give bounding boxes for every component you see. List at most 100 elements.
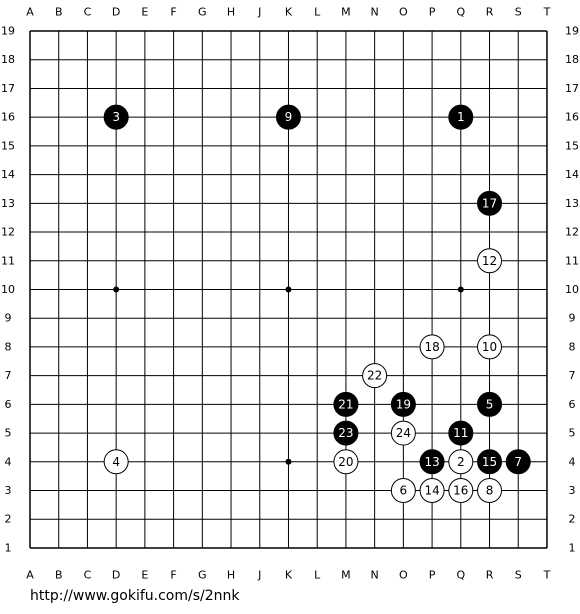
move-number: 23 xyxy=(338,426,353,440)
stone xyxy=(477,478,503,504)
stone xyxy=(477,190,503,216)
row-label: 19 xyxy=(565,25,579,38)
stone xyxy=(275,104,301,130)
column-label: L xyxy=(314,569,321,582)
column-label: J xyxy=(257,6,261,19)
star-point xyxy=(285,286,292,293)
column-label: N xyxy=(371,6,379,19)
column-label: H xyxy=(227,569,235,582)
move-number: 15 xyxy=(482,455,497,469)
column-label: B xyxy=(55,569,63,582)
row-label: 8 xyxy=(5,340,12,353)
row-label: 10 xyxy=(1,283,15,296)
column-label: C xyxy=(84,6,92,19)
stone xyxy=(419,449,445,475)
row-label: 17 xyxy=(1,82,15,95)
column-label: H xyxy=(227,6,235,19)
row-label: 14 xyxy=(1,168,15,181)
row-label: 16 xyxy=(1,111,15,124)
stone xyxy=(333,420,359,446)
row-label: 6 xyxy=(5,398,12,411)
column-label: G xyxy=(198,6,207,19)
column-label: D xyxy=(112,569,120,582)
row-label: 12 xyxy=(1,226,15,239)
row-label: 5 xyxy=(5,427,12,440)
move-number: 7 xyxy=(514,455,522,469)
move-number: 14 xyxy=(424,484,439,498)
column-label: T xyxy=(543,6,551,19)
stone xyxy=(333,391,359,417)
stone xyxy=(477,391,503,417)
column-label: C xyxy=(84,569,92,582)
column-label: K xyxy=(285,569,293,582)
column-label: M xyxy=(341,6,351,19)
column-label: D xyxy=(112,6,120,19)
move-number: 6 xyxy=(400,484,408,498)
row-label: 15 xyxy=(565,139,579,152)
column-label: F xyxy=(170,6,176,19)
row-label: 14 xyxy=(565,168,579,181)
column-label: Q xyxy=(456,569,465,582)
stone xyxy=(505,449,531,475)
move-number: 22 xyxy=(367,369,382,383)
move-number: 18 xyxy=(424,340,439,354)
column-label: B xyxy=(55,6,63,19)
row-label: 9 xyxy=(5,312,12,325)
column-label: N xyxy=(371,569,379,582)
row-label: 11 xyxy=(1,254,15,267)
row-label: 18 xyxy=(565,53,579,66)
stone xyxy=(448,420,474,446)
row-label: 6 xyxy=(569,398,576,411)
row-label: 13 xyxy=(565,197,579,210)
move-number: 2 xyxy=(457,455,465,469)
column-label: M xyxy=(341,569,351,582)
stone xyxy=(477,334,503,360)
row-label: 12 xyxy=(565,226,579,239)
row-label: 4 xyxy=(5,455,12,468)
stone xyxy=(103,449,129,475)
column-label: P xyxy=(429,6,436,19)
row-label: 15 xyxy=(1,139,15,152)
column-label: R xyxy=(486,569,494,582)
column-label: T xyxy=(543,569,551,582)
row-label: 1 xyxy=(569,541,576,554)
row-label: 17 xyxy=(565,82,579,95)
row-label: 11 xyxy=(565,254,579,267)
column-label: S xyxy=(515,6,522,19)
column-label: G xyxy=(198,569,207,582)
star-point xyxy=(457,286,464,293)
move-number: 9 xyxy=(285,110,293,124)
move-number: 11 xyxy=(453,426,468,440)
move-number: 1 xyxy=(457,110,465,124)
move-number: 12 xyxy=(482,254,497,268)
source-url: http://www.gokifu.com/s/2nnk xyxy=(30,588,240,604)
row-label: 2 xyxy=(569,513,576,526)
column-label: J xyxy=(257,569,261,582)
move-number: 3 xyxy=(112,110,120,124)
column-label: F xyxy=(170,569,176,582)
row-label: 8 xyxy=(569,340,576,353)
row-label: 19 xyxy=(1,25,15,38)
star-point xyxy=(113,286,120,293)
row-label: 2 xyxy=(5,513,12,526)
row-label: 10 xyxy=(565,283,579,296)
move-number: 4 xyxy=(112,455,120,469)
row-label: 9 xyxy=(569,312,576,325)
column-label: R xyxy=(486,6,494,19)
row-label: 7 xyxy=(569,369,576,382)
stone xyxy=(448,449,474,475)
stone xyxy=(362,363,388,389)
column-label: O xyxy=(399,569,408,582)
move-number: 5 xyxy=(486,397,494,411)
row-label: 5 xyxy=(569,427,576,440)
stone xyxy=(448,104,474,130)
star-point xyxy=(285,458,292,465)
move-number: 21 xyxy=(338,397,353,411)
column-label: E xyxy=(141,569,148,582)
move-number: 13 xyxy=(424,455,439,469)
stone xyxy=(448,478,474,504)
move-number: 10 xyxy=(482,340,497,354)
column-label: L xyxy=(314,6,321,19)
column-label: K xyxy=(285,6,293,19)
